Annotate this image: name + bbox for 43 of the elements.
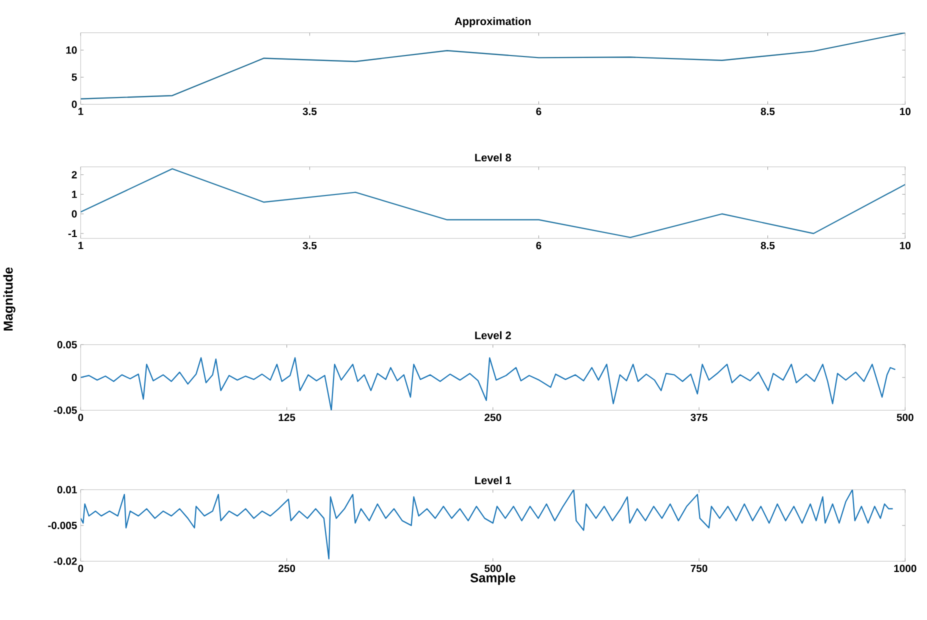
x-tick-label: 3.5 [302,242,317,250]
x-tick-label: 375 [690,414,708,422]
y-tick-label: 0 [72,374,77,382]
line-series [80,490,894,560]
x-tick-label: 10 [900,108,911,116]
y-tick-label: -0.005 [48,522,77,530]
y-tick-label: -0.05 [54,406,77,414]
y-tick-label: 1 [72,190,77,198]
y-tick-label: 5 [72,74,77,81]
y-tick-label: -0.02 [54,558,77,565]
x-tick-label: 3.5 [302,108,317,116]
y-tick-label: -1 [68,230,77,238]
chart-title: Level 2 [475,331,511,340]
x-tick-label: 750 [690,564,708,572]
x-tick-label: 500 [484,564,502,572]
x-tick-label: 0 [78,414,84,422]
y-tick-label: 2 [72,171,77,178]
x-tick-label: 6 [536,242,542,250]
y-axis-title: Magnitude [3,268,16,331]
x-tick-label: 8.5 [760,108,775,116]
y-tick-label: 0.01 [57,486,77,494]
chart-title: Level 1 [475,476,512,484]
line-series [80,168,906,238]
chart-title: Approximation [454,17,531,28]
x-tick-label: 6 [536,108,542,116]
x-tick-label: 8.5 [760,242,775,250]
x-tick-label: 0 [78,564,84,572]
y-tick-label: 0 [72,100,77,108]
y-tick-label: 0.05 [57,341,77,348]
line-series [80,32,906,100]
y-tick-label: 0 [72,210,77,218]
x-tick-label: 1 [78,108,84,116]
x-tick-label: 1000 [894,564,916,572]
x-tick-label: 10 [900,242,911,250]
y-tick-label: 10 [66,46,77,54]
x-tick-label: 500 [896,414,914,422]
chart-title: Level 8 [475,153,512,162]
x-tick-label: 250 [278,564,296,572]
x-tick-label: 125 [278,414,296,422]
x-tick-label: 1 [78,242,84,250]
x-axis-title: Sample [470,572,516,585]
x-tick-label: 250 [484,414,502,422]
line-series [80,357,896,410]
